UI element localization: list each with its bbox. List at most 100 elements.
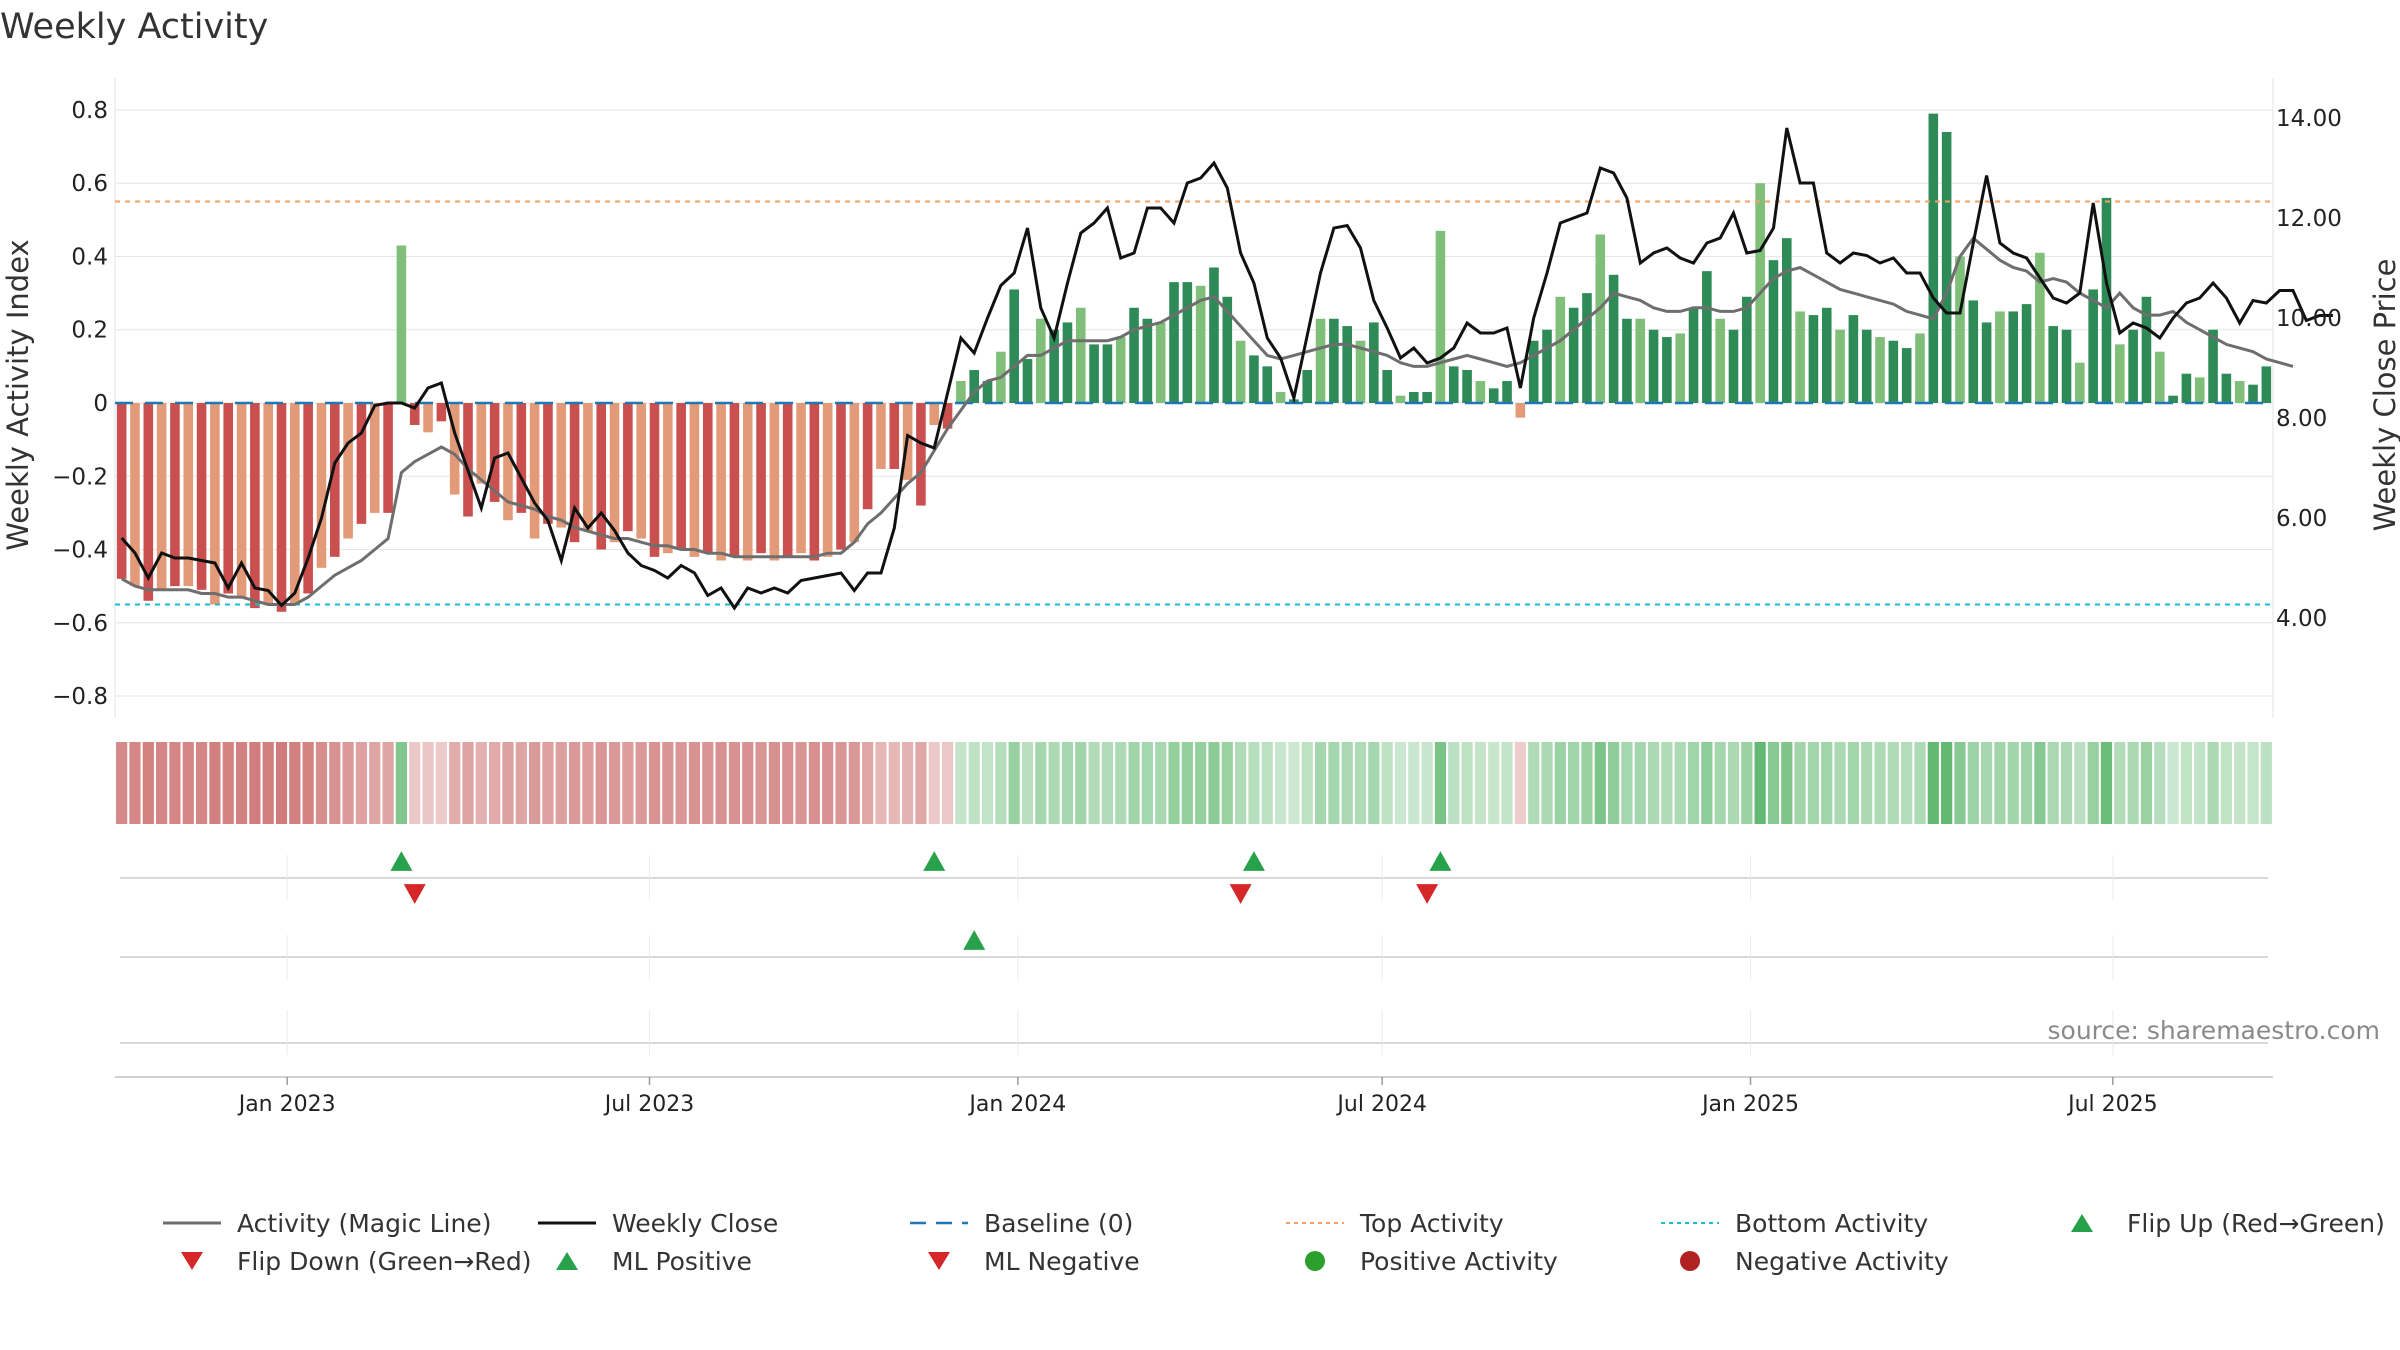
- positive-activity-bar: [1475, 381, 1486, 403]
- heat-cell: [702, 742, 714, 824]
- heat-cell: [662, 742, 674, 824]
- heat-cell: [2140, 742, 2153, 824]
- heat-cell: [1807, 742, 1820, 824]
- positive-activity-bar: [2008, 311, 2019, 403]
- positive-activity-bar: [1062, 322, 1073, 403]
- y2-tick-label: 10.00: [2276, 306, 2342, 332]
- heat-cell: [1314, 742, 1327, 824]
- heat-cell: [249, 742, 261, 824]
- positive-activity-bar: [2154, 351, 2165, 403]
- positive-activity-bar: [1502, 381, 1512, 403]
- positive-activity-bar: [1955, 256, 1965, 403]
- positive-activity-bar: [2035, 252, 2045, 403]
- negative-activity-bar: [649, 403, 660, 557]
- positive-activity-bar: [2181, 373, 2192, 403]
- legend-label: Activity (Magic Line): [237, 1209, 491, 1238]
- flip-down-marker: [403, 884, 426, 904]
- negative-activity-bar: [849, 403, 860, 543]
- activity-bars: [116, 113, 2272, 612]
- positive-activity-bar: [2115, 344, 2125, 403]
- y-tick-label: 0.4: [71, 244, 108, 270]
- legend-label: Baseline (0): [984, 1209, 1133, 1238]
- heat-cell: [235, 742, 248, 824]
- positive-activity-bar: [1302, 370, 1313, 403]
- positive-activity-bar: [1981, 322, 1992, 403]
- positive-activity-bar: [956, 381, 966, 403]
- heat-cell: [275, 742, 288, 824]
- positive-activity-bar: [1995, 311, 2005, 403]
- heat-cell: [1554, 742, 1566, 824]
- positive-activity-bar: [1648, 329, 1659, 403]
- negative-activity-bar: [409, 403, 420, 425]
- heat-cell: [289, 742, 301, 824]
- heat-cell: [1168, 742, 1180, 824]
- positive-activity-bar: [1901, 348, 1912, 403]
- heat-cell: [422, 742, 434, 824]
- negative-activity-bar: [1515, 403, 1526, 418]
- heat-cell: [515, 742, 527, 824]
- negative-activity-bar: [330, 403, 340, 557]
- positive-activity-bar: [2021, 304, 2032, 403]
- legend-swatch: [556, 1252, 578, 1270]
- heat-cell: [835, 742, 847, 824]
- heat-cell: [1714, 742, 1726, 824]
- heat-cell: [915, 742, 927, 824]
- legend-label: ML Positive: [612, 1247, 752, 1276]
- heat-cell: [1874, 742, 1886, 824]
- heat-cell: [355, 742, 368, 824]
- negative-activity-bar: [170, 403, 180, 587]
- negative-activity-bar: [782, 403, 793, 557]
- heat-cell: [116, 742, 128, 824]
- heat-cell: [1581, 742, 1593, 824]
- negative-activity-bar: [316, 403, 327, 568]
- heat-cell: [1941, 742, 1953, 824]
- chart-title: Weekly Activity: [0, 7, 268, 47]
- heat-cell: [688, 742, 701, 824]
- flip-down-marker: [1416, 884, 1439, 904]
- heat-cell: [302, 742, 314, 824]
- positive-activity-bar: [1435, 230, 1446, 403]
- negative-activity-bar: [569, 403, 580, 543]
- heat-cell: [755, 742, 767, 824]
- positive-activity-bar: [1102, 344, 1113, 403]
- heat-cell: [195, 742, 208, 824]
- heat-cell: [435, 742, 447, 824]
- positive-activity-bar: [1635, 318, 1646, 403]
- negative-activity-bar: [836, 403, 846, 550]
- heat-cell: [1701, 742, 1713, 824]
- flip-up-marker: [390, 851, 413, 871]
- heat-cell: [768, 742, 780, 824]
- heat-cell: [2020, 742, 2033, 824]
- positive-activity-bar: [1795, 311, 1805, 403]
- heat-cell: [1101, 742, 1114, 824]
- positive-activity-bar: [1262, 366, 1273, 403]
- negative-activity-bar: [449, 403, 460, 495]
- legend-label: Flip Up (Red→Green): [2127, 1209, 2385, 1238]
- heat-cell: [1088, 742, 1100, 824]
- heat-cell: [489, 742, 501, 824]
- heat-cell: [1181, 742, 1193, 824]
- heat-cell: [2234, 742, 2246, 824]
- x-tick-label: Jul 2023: [603, 1092, 695, 1117]
- heat-cell: [1048, 742, 1060, 824]
- positive-activity-bar: [2261, 366, 2272, 403]
- y-tick-label: −0.4: [52, 538, 108, 564]
- positive-activity-bar: [1888, 340, 1899, 403]
- heat-cell: [1061, 742, 1074, 824]
- positive-activity-bar: [2101, 197, 2112, 403]
- ml-positive-marker: [963, 930, 986, 950]
- positive-activity-bar: [1422, 392, 1432, 403]
- y2-tick-label: 14.00: [2276, 106, 2342, 132]
- positive-activity-bar: [1728, 329, 1739, 403]
- heat-cell: [2167, 742, 2179, 824]
- heat-cell: [222, 742, 234, 824]
- heat-cell: [2060, 742, 2073, 824]
- legend-label: ML Negative: [984, 1247, 1140, 1276]
- heat-cell: [955, 742, 967, 824]
- heat-cell: [1021, 742, 1034, 824]
- heat-cell: [808, 742, 820, 824]
- heat-cell: [409, 742, 421, 824]
- heat-cell: [1421, 742, 1433, 824]
- heat-cell: [1514, 742, 1526, 824]
- heat-cell: [1794, 742, 1806, 824]
